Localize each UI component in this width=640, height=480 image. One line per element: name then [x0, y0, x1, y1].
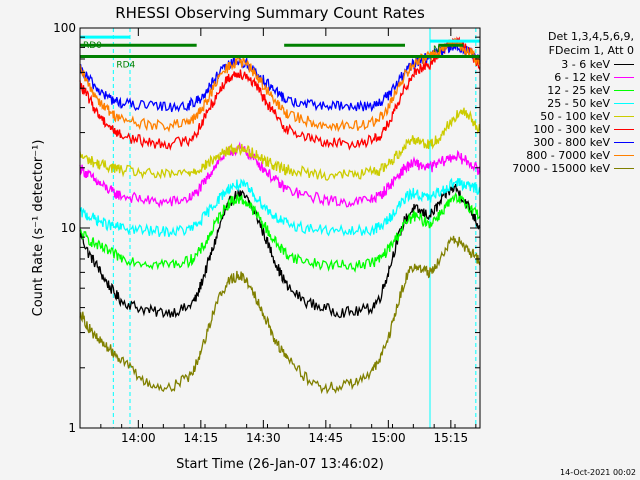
- legend-label: 3 - 6 keV: [561, 58, 610, 71]
- legend-label: 800 - 7000 keV: [526, 149, 610, 162]
- legend-swatch: [614, 142, 634, 143]
- state-label-n: N: [433, 45, 440, 55]
- x-tick-label-14-30: 14:30: [246, 431, 281, 445]
- x-tick-label-15-00: 15:00: [371, 431, 406, 445]
- x-axis-label: Start Time (26-Jan-07 13:46:02): [176, 457, 384, 472]
- legend-label: 25 - 50 keV: [547, 97, 610, 110]
- legend-entry-100-300-kev: 100 - 300 keV: [470, 123, 634, 136]
- legend-entry-300-800-kev: 300 - 800 keV: [470, 136, 634, 149]
- y-tick-label-100: 100: [53, 21, 76, 35]
- legend-swatch: [614, 155, 634, 156]
- legend-entry-50-100-kev: 50 - 100 keV: [470, 110, 634, 123]
- legend-swatch: [614, 168, 634, 169]
- series-line-7000-15000-kev: [79, 235, 481, 395]
- x-tick-label-15-15: 15:15: [434, 431, 469, 445]
- plot-frame: [79, 27, 481, 429]
- legend-label: 7000 - 15000 keV: [512, 162, 610, 175]
- state-bars: RD0NRD4: [80, 35, 480, 71]
- series-line-50-100-kev: [79, 107, 481, 181]
- y-axis-label: Count Rate (s⁻¹ detector⁻¹): [31, 140, 46, 317]
- legend-label: 100 - 300 keV: [533, 123, 610, 136]
- legend-swatch: [614, 64, 634, 65]
- series-line-3-6-kev: [79, 183, 481, 319]
- series-line-300-800-kev: [79, 41, 481, 113]
- vertical-markers: [79, 28, 477, 428]
- legend-entry-6-12-kev: 6 - 12 keV: [470, 71, 634, 84]
- generated-timestamp: 14-Oct-2021 00:02: [560, 468, 636, 477]
- series-group: [79, 36, 481, 395]
- series-line-25-50-kev: [79, 177, 481, 238]
- axes: 14:00 14:15 14:30 14:45 15:00 15:15 1 10 100: [53, 21, 480, 445]
- series-line-12-25-kev: [79, 191, 481, 273]
- legend-label: 50 - 100 keV: [540, 110, 610, 123]
- legend-label: 12 - 25 keV: [547, 84, 610, 97]
- legend-label: 6 - 12 keV: [554, 71, 610, 84]
- legend-entry-800-7000-kev: 800 - 7000 keV: [470, 149, 634, 162]
- y-tick-label-1: 1: [68, 421, 76, 435]
- legend-entry-25-50-kev: 25 - 50 keV: [470, 97, 634, 110]
- legend-swatch: [614, 77, 634, 78]
- legend-swatch: [614, 103, 634, 104]
- legend-swatch: [614, 90, 634, 91]
- legend-header-line-2: FDecim 1, Att 0: [548, 44, 634, 57]
- chart-title: RHESSI Observing Summary Count Rates: [115, 4, 425, 22]
- y-tick-label-10: 10: [61, 221, 76, 235]
- legend-swatch: [614, 129, 634, 130]
- series-line-800-7000-kev: [79, 38, 481, 133]
- legend-header-line-1: Det 1,3,4,5,6,9,: [547, 30, 634, 43]
- x-tick-label-14-45: 14:45: [309, 431, 344, 445]
- x-tick-label-14-15: 14:15: [184, 431, 219, 445]
- legend-label: 300 - 800 keV: [533, 136, 610, 149]
- legend-swatch: [614, 116, 634, 117]
- legend: Det 1,3,4,5,6,9, FDecim 1, Att 0 3 - 6 k…: [470, 30, 634, 175]
- series-line-6-12-kev: [79, 141, 481, 209]
- legend-entry-3-6-kev: 3 - 6 keV: [470, 58, 634, 71]
- x-tick-label-14-00: 14:00: [121, 431, 156, 445]
- state-label-rd4: RD4: [116, 61, 135, 71]
- legend-entry-12-25-kev: 12 - 25 keV: [470, 84, 634, 97]
- legend-entry-7000-15000-kev: 7000 - 15000 keV: [470, 162, 634, 175]
